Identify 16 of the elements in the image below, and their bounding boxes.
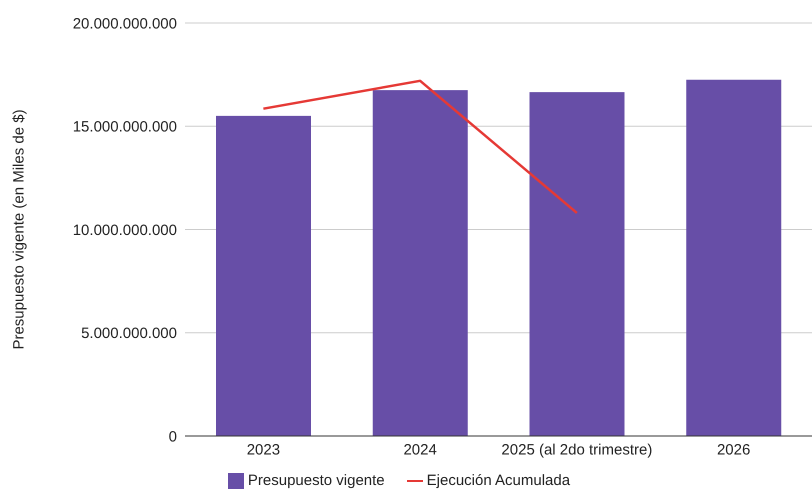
y-tick-label: 5.000.000.000	[81, 325, 177, 342]
legend-label: Ejecución Acumulada	[426, 472, 570, 489]
x-tick-label: 2024	[403, 442, 437, 459]
bar	[686, 80, 782, 436]
bar	[530, 92, 624, 436]
bar	[372, 90, 468, 436]
y-tick-label: 20.000.000.000	[72, 15, 177, 32]
x-tick-label: 2025 (al 2do trimestre)	[501, 442, 652, 459]
legend-label: Presupuesto vigente	[248, 472, 385, 489]
y-tick-label: 15.000.000.000	[72, 118, 177, 136]
bar	[216, 116, 311, 436]
x-tick-label: 2023	[246, 442, 280, 459]
y-axis-title: Presupuesto vigente (en Miles de $)	[10, 109, 28, 350]
x-tick-label: 2026	[716, 442, 750, 459]
y-tick-label: 10.000.000.000	[72, 222, 177, 239]
y-tick-label: 0	[168, 428, 177, 446]
